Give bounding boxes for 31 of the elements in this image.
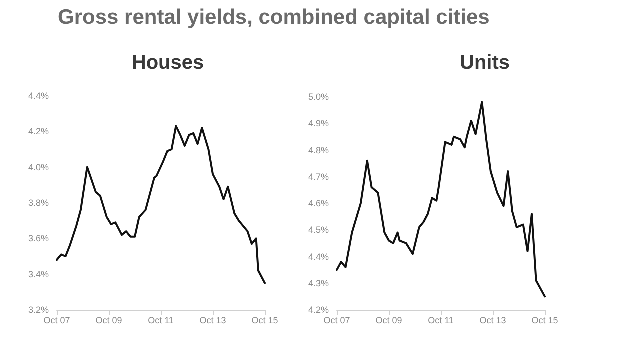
y-tick-label: 4.2%: [28, 126, 49, 137]
y-tick-label: 4.4%: [308, 252, 329, 262]
y-tick-label: 3.6%: [28, 234, 49, 244]
y-tick-label: 4.9%: [308, 118, 329, 129]
chart-title: Gross rental yields, combined capital cities: [57, 6, 491, 30]
y-tick-label: 4.7%: [308, 172, 329, 182]
x-tick-label: Oct 13: [200, 316, 226, 326]
x-tick-label: Oct 11: [148, 316, 174, 326]
chart-subtitle: Units: [460, 52, 510, 74]
line-series: [336, 101, 546, 298]
y-tick-label: 3.4%: [28, 269, 49, 280]
y-tick-label: 3.8%: [28, 198, 49, 208]
chart-subtitle: Houses: [132, 52, 204, 74]
line-series: [56, 125, 266, 284]
y-tick-label: 4.0%: [28, 162, 49, 172]
x-tick-label: Oct 09: [96, 316, 122, 326]
x-tick-label: Oct 09: [376, 316, 402, 326]
x-tick-label: Oct 13: [480, 316, 506, 326]
y-tick-label: 4.2%: [308, 305, 329, 315]
y-tick-label: 4.6%: [308, 198, 329, 208]
x-tick-label: Oct 15: [252, 316, 278, 326]
y-tick-label: 3.2%: [28, 305, 49, 315]
x-tick-label: Oct 11: [428, 316, 454, 326]
x-tick-label: Oct 15: [532, 316, 558, 326]
y-tick-label: 4.8%: [308, 145, 329, 156]
x-tick-label: Oct 07: [44, 316, 70, 326]
y-tick-label: 4.4%: [28, 91, 49, 101]
y-tick-label: 4.3%: [308, 278, 329, 288]
x-tick-label: Oct 07: [324, 316, 350, 326]
y-tick-label: 4.5%: [308, 225, 329, 236]
y-tick-label: 5.0%: [308, 92, 329, 102]
